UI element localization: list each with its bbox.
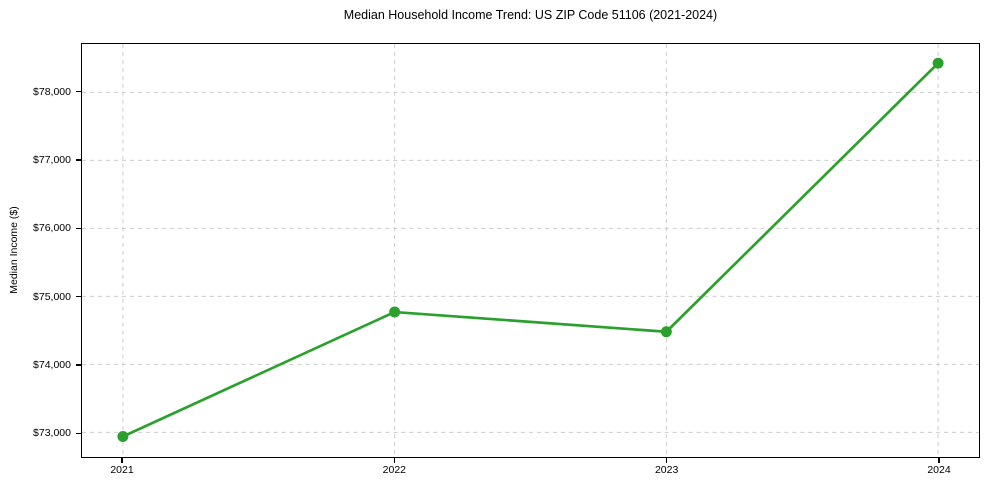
y-tick-mark (76, 227, 81, 230)
x-tick-mark (938, 458, 940, 463)
data-point-2023 (660, 326, 672, 338)
x-tick-mark (121, 458, 123, 463)
plot-area (81, 43, 980, 458)
x-tick-label: 2024 (927, 464, 951, 476)
data-line (121, 61, 940, 438)
y-tick-mark (76, 295, 81, 298)
x-tick-label: 2022 (382, 464, 406, 476)
y-tick-label: $76,000 (33, 222, 71, 235)
y-tick-mark (76, 364, 81, 366)
x-tick-label: 2023 (654, 464, 679, 476)
y-tick-label: $74,000 (33, 358, 71, 371)
y-tick-label: $75,000 (33, 290, 71, 303)
x-tick-mark (665, 458, 668, 463)
y-tick-mark (76, 90, 81, 93)
x-tick-mark (393, 458, 396, 463)
y-tick-mark (76, 159, 81, 161)
data-point-2021 (117, 430, 129, 442)
y-axis-label: Median Income ($) (8, 206, 20, 294)
y-tick-label: $77,000 (33, 153, 71, 166)
data-point-2022 (389, 306, 401, 318)
chart-title: Median Household Income Trend: US ZIP Co… (343, 8, 718, 22)
line-chart-svg (82, 44, 979, 457)
x-tick-label: 2021 (110, 464, 134, 476)
y-tick-mark (76, 432, 81, 435)
data-point-2024 (932, 57, 944, 69)
y-tick-label: $78,000 (33, 85, 71, 98)
y-tick-label: $73,000 (33, 427, 71, 440)
